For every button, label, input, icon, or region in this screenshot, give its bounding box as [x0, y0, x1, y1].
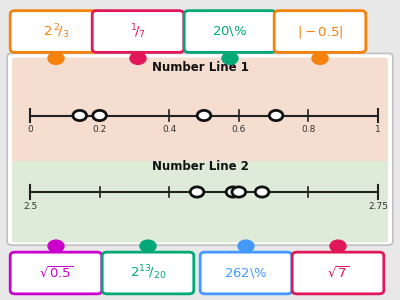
- Circle shape: [197, 110, 211, 121]
- Circle shape: [226, 187, 240, 197]
- Circle shape: [238, 240, 254, 252]
- Text: 0.6: 0.6: [232, 125, 246, 134]
- Text: 0.4: 0.4: [162, 125, 176, 134]
- Circle shape: [255, 187, 269, 197]
- FancyBboxPatch shape: [184, 11, 276, 52]
- Text: 2.75: 2.75: [368, 202, 388, 211]
- Text: $2^{13}\!/_{20}$: $2^{13}\!/_{20}$: [130, 264, 166, 282]
- Circle shape: [222, 52, 238, 64]
- Text: 0.8: 0.8: [301, 125, 316, 134]
- Circle shape: [312, 52, 328, 64]
- Text: 0.2: 0.2: [92, 125, 107, 134]
- FancyBboxPatch shape: [7, 53, 393, 245]
- Circle shape: [93, 110, 106, 121]
- Text: 2.5: 2.5: [23, 202, 37, 211]
- Circle shape: [48, 240, 64, 252]
- Circle shape: [73, 110, 86, 121]
- FancyBboxPatch shape: [200, 252, 292, 294]
- FancyBboxPatch shape: [102, 252, 194, 294]
- Circle shape: [269, 110, 283, 121]
- Text: $20\backslash\%$: $20\backslash\%$: [212, 25, 248, 38]
- Circle shape: [330, 240, 346, 252]
- Text: Number Line 1: Number Line 1: [152, 61, 248, 74]
- FancyBboxPatch shape: [12, 58, 388, 164]
- Text: $^1\!/_7$: $^1\!/_7$: [130, 22, 146, 41]
- Text: 1: 1: [375, 125, 381, 134]
- Circle shape: [232, 187, 246, 197]
- Circle shape: [140, 240, 156, 252]
- FancyBboxPatch shape: [274, 11, 366, 52]
- Text: $\sqrt{7}$: $\sqrt{7}$: [327, 266, 349, 280]
- Text: $262\backslash\%$: $262\backslash\%$: [224, 266, 268, 280]
- FancyBboxPatch shape: [292, 252, 384, 294]
- Circle shape: [130, 52, 146, 64]
- Text: Number Line 2: Number Line 2: [152, 160, 248, 173]
- FancyBboxPatch shape: [92, 11, 184, 52]
- Text: $\sqrt{0.5}$: $\sqrt{0.5}$: [38, 266, 74, 280]
- Circle shape: [48, 52, 64, 64]
- Text: $|-0.5|$: $|-0.5|$: [297, 23, 343, 40]
- Text: 0: 0: [27, 125, 33, 134]
- Circle shape: [190, 187, 204, 197]
- FancyBboxPatch shape: [12, 161, 388, 242]
- FancyBboxPatch shape: [10, 11, 102, 52]
- FancyBboxPatch shape: [10, 252, 102, 294]
- Text: $2\,^2\!/_3$: $2\,^2\!/_3$: [43, 22, 69, 41]
